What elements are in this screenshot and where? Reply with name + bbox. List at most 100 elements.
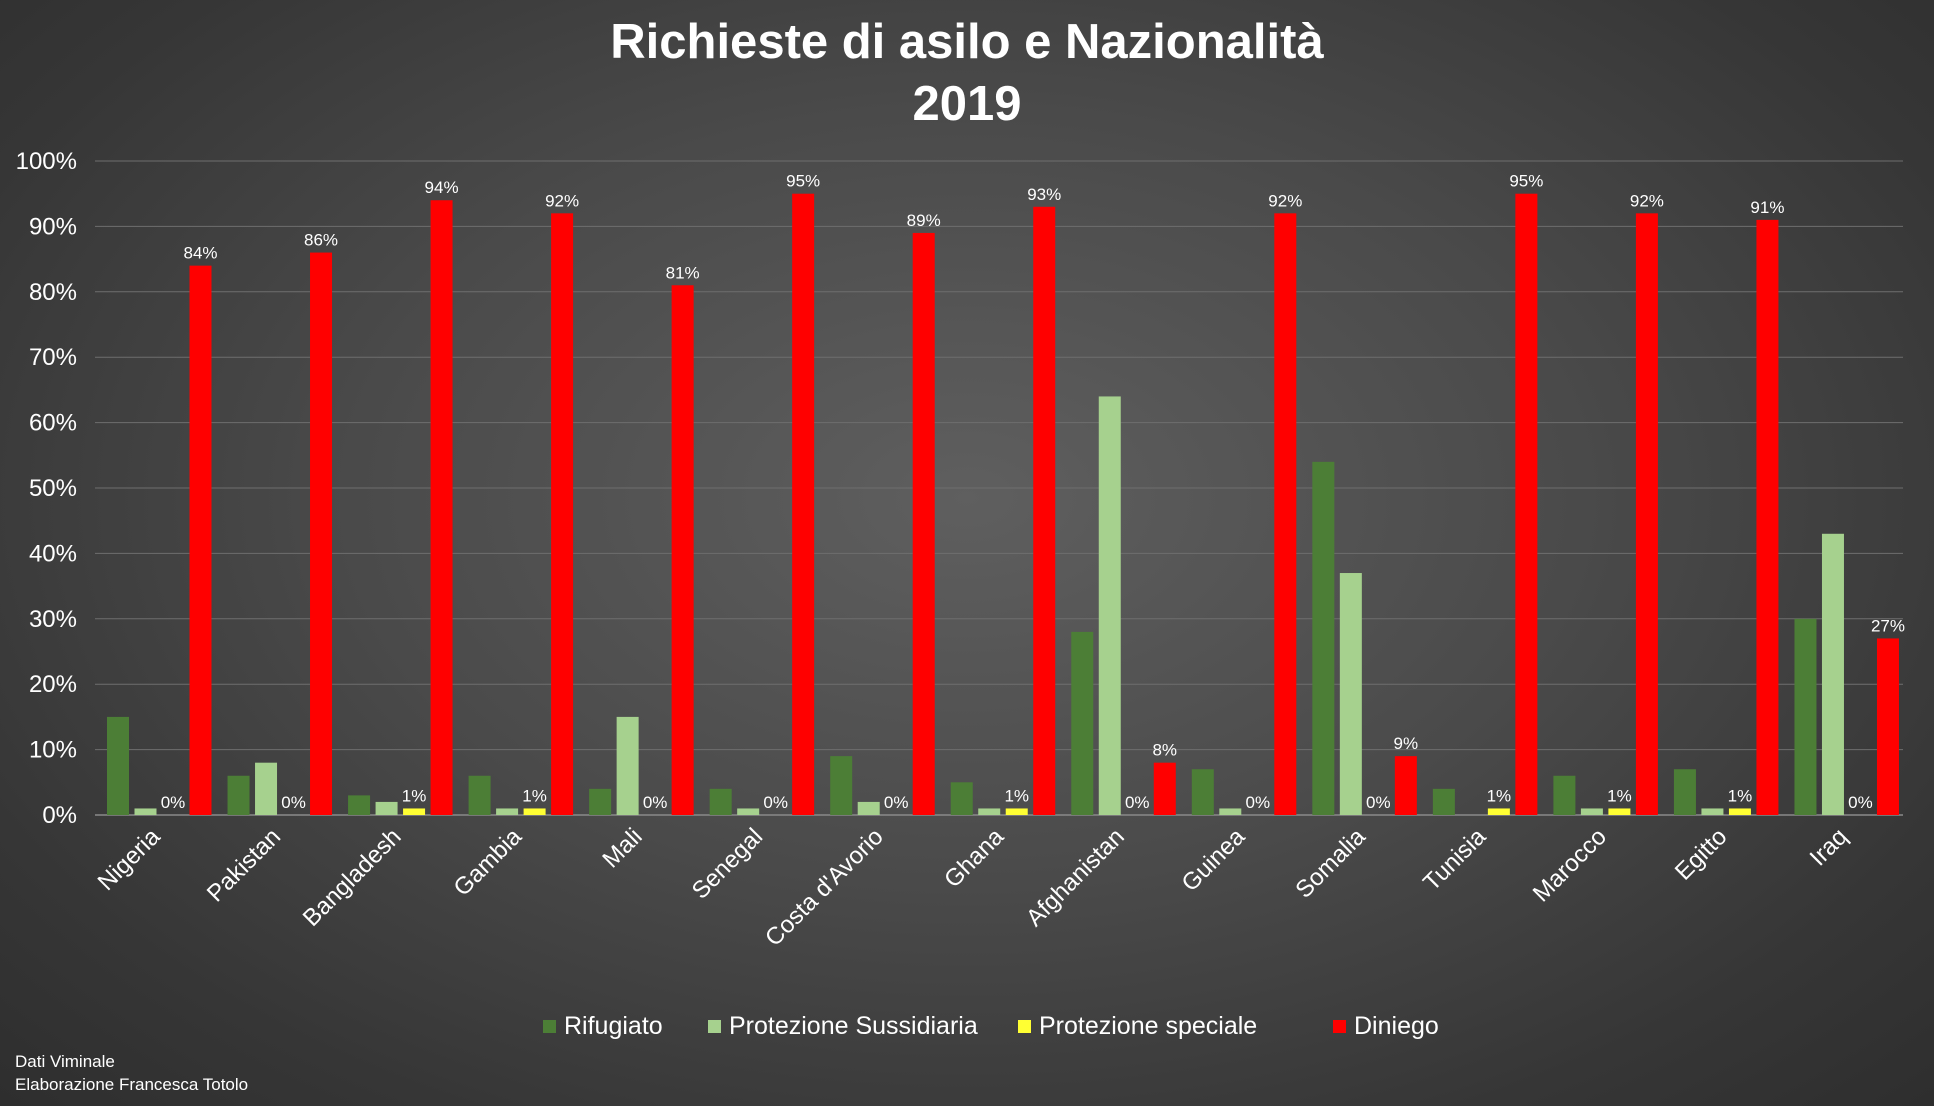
data-label-diniego-afghanistan: 8% [1152, 741, 1177, 760]
bar-rifugiato-bangladesh: Rifugiato — Bangladesh: 3% [348, 795, 371, 815]
legend-swatch-protezione-speciale [1018, 1020, 1031, 1033]
data-label-diniego-costa-d-avorio: 89% [907, 211, 941, 230]
data-label-protezione-speciale-egitto: 1% [1728, 786, 1753, 805]
data-label-protezione-speciale-nigeria: 0% [161, 793, 186, 812]
legend-label-protezione-sussidiaria: Protezione Sussidiaria [729, 1012, 978, 1040]
bar-protezione-sussidiaria-gambia: Protezione Sussidiaria — Gambia: 1% [496, 808, 519, 815]
bar-diniego-iraq: Diniego — Iraq: 27% [1876, 638, 1899, 815]
data-label-diniego-bangladesh: 94% [425, 178, 459, 197]
data-label-diniego-marocco: 92% [1630, 191, 1664, 210]
bar-diniego-costa-d-avorio: Diniego — Costa d'Avorio: 89% [912, 232, 935, 815]
bar-diniego-gambia: Diniego — Gambia: 92% [551, 213, 574, 815]
chart-title-line1: Richieste di asilo e Nazionalità [610, 15, 1324, 69]
bar-diniego-tunisia: Diniego — Tunisia: 95% [1515, 193, 1538, 815]
source-note: Dati Viminale [15, 1052, 115, 1071]
x-tick-label-guinea: Guinea [1176, 823, 1250, 897]
data-label-diniego-guinea: 92% [1268, 191, 1302, 210]
bar-diniego-mali: Diniego — Mali: 81% [671, 285, 694, 815]
bar-protezione-sussidiaria-senegal: Protezione Sussidiaria — Senegal: 1% [737, 808, 760, 815]
bar-protezione-sussidiaria-guinea: Protezione Sussidiaria — Guinea: 1% [1219, 808, 1242, 815]
y-tick-label: 40% [29, 540, 77, 567]
data-label-diniego-gambia: 92% [545, 191, 579, 210]
x-tick-label-nigeria: Nigeria [93, 823, 166, 896]
gridlines [95, 160, 1903, 816]
bar-diniego-afghanistan: Diniego — Afghanistan: 8% [1153, 762, 1176, 815]
chart-title-line2: 2019 [912, 77, 1021, 131]
data-label-protezione-speciale-costa-d-avorio: 0% [884, 793, 909, 812]
bar-diniego-ghana: Diniego — Ghana: 93% [1033, 206, 1056, 815]
legend-label-rifugiato: Rifugiato [564, 1012, 663, 1040]
x-axis: Nigeria Pakistan Bangladesh Gambia Mali Seneg… [93, 823, 1853, 952]
data-label-protezione-speciale-afghanistan: 0% [1125, 793, 1150, 812]
bar-diniego-bangladesh: Diniego — Bangladesh: 94% [430, 200, 453, 816]
x-tick-label-pakistan: Pakistan [202, 823, 286, 907]
bar-rifugiato-guinea: Rifugiato — Guinea: 7% [1191, 769, 1214, 815]
bar-protezione-speciale-tunisia: Protezione speciale — Tunisia: 1% [1487, 808, 1510, 815]
bar-protezione-speciale-ghana: Protezione speciale — Ghana: 1% [1005, 808, 1028, 815]
y-tick-label: 50% [29, 475, 77, 502]
x-tick-label-iraq: Iraq [1805, 823, 1853, 871]
y-tick-label: 70% [29, 344, 77, 371]
data-label-protezione-speciale-bangladesh: 1% [402, 786, 427, 805]
y-tick-label: 90% [29, 213, 77, 240]
x-tick-label-tunisia: Tunisia [1418, 823, 1492, 897]
data-label-diniego-ghana: 93% [1027, 185, 1061, 204]
data-label-diniego-pakistan: 86% [304, 231, 338, 250]
data-label-protezione-speciale-gambia: 1% [522, 786, 547, 805]
bar-protezione-sussidiaria-iraq: Protezione Sussidiaria — Iraq: 43% [1821, 533, 1844, 815]
x-tick-label-egitto: Egitto [1670, 823, 1732, 885]
x-tick-label-costa-d-avorio: Costa d'Avorio [760, 823, 889, 952]
bar-rifugiato-ghana: Rifugiato — Ghana: 5% [950, 782, 973, 815]
bar-rifugiato-afghanistan: Rifugiato — Afghanistan: 28% [1071, 631, 1094, 815]
legend: Rifugiato Protezione Sussidiaria Protezion… [543, 1012, 1439, 1040]
bar-rifugiato-pakistan: Rifugiato — Pakistan: 6% [227, 775, 250, 815]
bar-protezione-sussidiaria-mali: Protezione Sussidiaria — Mali: 15% [616, 716, 639, 815]
y-tick-label: 80% [29, 279, 77, 306]
data-label-diniego-egitto: 91% [1750, 198, 1784, 217]
data-label-protezione-speciale-marocco: 1% [1607, 786, 1632, 805]
bar-protezione-sussidiaria-pakistan: Protezione Sussidiaria — Pakistan: 8% [255, 762, 278, 815]
x-tick-label-afghanistan: Afghanistan [1021, 823, 1130, 932]
x-tick-label-mali: Mali [597, 823, 647, 873]
bar-rifugiato-nigeria: Rifugiato — Nigeria: 15% [107, 716, 129, 815]
y-axis: 0% 10% 20% 30% 40% 50% 60% 70% 80% 90% 100% [16, 148, 77, 829]
legend-swatch-rifugiato [543, 1020, 556, 1033]
bar-rifugiato-gambia: Rifugiato — Gambia: 6% [468, 775, 491, 815]
y-tick-label: 60% [29, 410, 77, 437]
x-tick-label-marocco: Marocco [1528, 823, 1612, 907]
x-tick-label-senegal: Senegal [687, 823, 768, 904]
bar-diniego-somalia: Diniego — Somalia: 9% [1394, 756, 1417, 815]
bar-diniego-marocco: Diniego — Marocco: 92% [1635, 213, 1658, 815]
legend-swatch-diniego [1333, 1020, 1346, 1033]
bar-rifugiato-costa-d-avorio: Rifugiato — Costa d'Avorio: 9% [830, 756, 853, 815]
legend-swatch-protezione-sussidiaria [708, 1020, 721, 1033]
legend-label-diniego: Diniego [1354, 1012, 1439, 1040]
bar-rifugiato-egitto: Rifugiato — Egitto: 7% [1673, 769, 1696, 815]
y-tick-label: 10% [29, 737, 77, 764]
bar-protezione-sussidiaria-ghana: Protezione Sussidiaria — Ghana: 1% [978, 808, 1001, 815]
bar-protezione-sussidiaria-somalia: Protezione Sussidiaria — Somalia: 37% [1339, 573, 1362, 815]
bar-protezione-sussidiaria-marocco: Protezione Sussidiaria — Marocco: 1% [1580, 808, 1603, 815]
bar-rifugiato-marocco: Rifugiato — Marocco: 6% [1553, 775, 1576, 815]
bar-rifugiato-mali: Rifugiato — Mali: 4% [589, 788, 612, 815]
bar-rifugiato-tunisia: Rifugiato — Tunisia: 4% [1432, 788, 1455, 815]
x-tick-label-somalia: Somalia [1290, 823, 1371, 904]
data-label-protezione-speciale-guinea: 0% [1246, 793, 1271, 812]
bar-rifugiato-iraq: Rifugiato — Iraq: 30% [1794, 618, 1817, 815]
x-tick-label-bangladesh: Bangladesh [298, 823, 407, 932]
x-tick-label-ghana: Ghana [939, 823, 1010, 894]
data-label-diniego-tunisia: 95% [1509, 172, 1543, 191]
data-label-protezione-speciale-tunisia: 1% [1487, 786, 1512, 805]
bars: Rifugiato — Nigeria: 15% Protezione Sussi… [107, 193, 1899, 816]
data-label-protezione-speciale-iraq: 0% [1848, 793, 1873, 812]
data-labels: 0% 84% 0% 86% 1% 94% 1% 92% 0% 81% 0% 95% 0% 89% 1% 93%… [161, 172, 1905, 812]
data-label-diniego-nigeria: 84% [183, 244, 217, 263]
data-label-protezione-speciale-somalia: 0% [1366, 793, 1391, 812]
bar-diniego-nigeria: Diniego — Nigeria: 84% [189, 265, 212, 815]
data-label-protezione-speciale-pakistan: 0% [281, 793, 306, 812]
bar-protezione-sussidiaria-afghanistan: Protezione Sussidiaria — Afghanistan: 64… [1098, 396, 1121, 815]
data-label-diniego-senegal: 95% [786, 172, 820, 191]
data-label-diniego-somalia: 9% [1394, 734, 1419, 753]
bar-diniego-guinea: Diniego — Guinea: 92% [1274, 213, 1297, 815]
bar-diniego-egitto: Diniego — Egitto: 91% [1756, 219, 1779, 816]
